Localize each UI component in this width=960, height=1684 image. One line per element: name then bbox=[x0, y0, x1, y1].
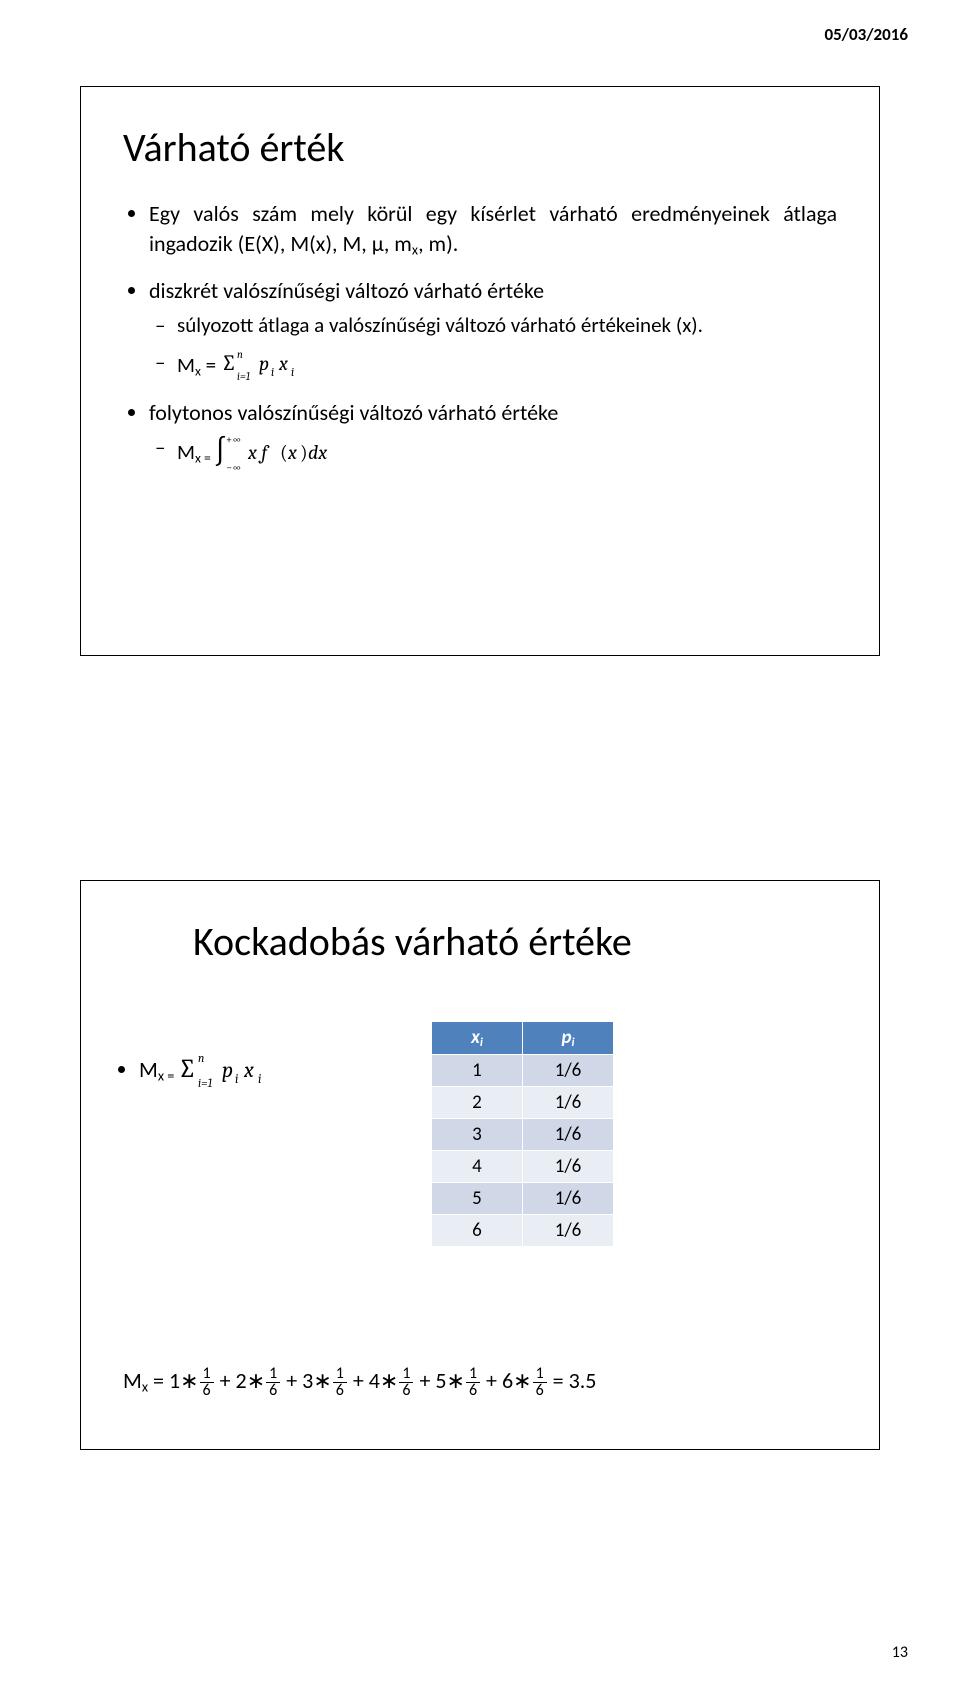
svg-text:p: p bbox=[222, 1057, 233, 1083]
svg-text:x: x bbox=[243, 1057, 254, 1083]
calc-sub: x bbox=[142, 1377, 148, 1395]
col-p: pi bbox=[523, 1022, 614, 1055]
bullet1-text: Egy valós szám mely körül egy kísérlet v… bbox=[149, 200, 837, 257]
bullet3a: Mx = ∫ +∞ −∞ x f ( x ) dx bbox=[177, 433, 837, 473]
table-row: 31/6 bbox=[432, 1119, 614, 1151]
page: 05/03/2016 Várható érték Egy valós szám … bbox=[0, 0, 960, 1684]
col2-label: p bbox=[561, 1026, 571, 1049]
svg-text:p: p bbox=[259, 352, 269, 375]
sum-formula-icon-2: ∑ n i=1 p i x i bbox=[178, 1051, 278, 1089]
cell-p: 1/6 bbox=[523, 1215, 614, 1247]
slide1-sub-3: Mx = ∫ +∞ −∞ x f ( x ) dx bbox=[149, 433, 837, 473]
col1-sub: i bbox=[480, 1035, 483, 1050]
cell-x: 6 bbox=[432, 1215, 523, 1247]
calc-line: Mx = 1∗16 + 2∗16 + 3∗16 + 4∗16 + 5∗16 + … bbox=[123, 1366, 596, 1399]
frac-5: 16 bbox=[466, 1366, 480, 1399]
table-row: 41/6 bbox=[432, 1151, 614, 1183]
col1-label: x bbox=[471, 1026, 480, 1049]
table-row: 51/6 bbox=[432, 1183, 614, 1215]
svg-text:∫: ∫ bbox=[214, 434, 227, 469]
mx-eq: = bbox=[164, 1067, 178, 1085]
svg-text:i: i bbox=[271, 365, 274, 379]
svg-text:x: x bbox=[278, 352, 288, 375]
calc-result: = 3.5 bbox=[553, 1367, 597, 1394]
slide1-bullet-3: folytonos valószínűségi változó várható … bbox=[149, 398, 837, 474]
slide1-title: Várható érték bbox=[123, 125, 837, 171]
integral-formula-icon: ∫ +∞ −∞ x f ( x ) dx bbox=[214, 433, 354, 473]
table-header-row: xi pi bbox=[432, 1022, 614, 1055]
slide2-title: Kockadobás várható értéke bbox=[193, 919, 837, 965]
term-6: 6 bbox=[502, 1367, 513, 1394]
svg-text:i=1: i=1 bbox=[237, 370, 250, 382]
svg-text:dx: dx bbox=[308, 441, 327, 464]
sum-formula-icon: ∑ n i=1 p i x i bbox=[221, 348, 311, 382]
table-row: 61/6 bbox=[432, 1215, 614, 1247]
svg-text:i=1: i=1 bbox=[198, 1076, 213, 1089]
term-3: 3 bbox=[302, 1367, 313, 1394]
cell-x: 5 bbox=[432, 1183, 523, 1215]
cell-p: 1/6 bbox=[523, 1119, 614, 1151]
svg-text:(: ( bbox=[280, 441, 288, 464]
svg-text:−∞: −∞ bbox=[226, 461, 241, 473]
calc-lead: = bbox=[153, 1367, 169, 1394]
slide2-mx-bullet: Mx = ∑ n i=1 p i x i bbox=[113, 1051, 278, 1105]
table-row: 11/6 bbox=[432, 1055, 614, 1087]
frac-1: 16 bbox=[200, 1366, 214, 1399]
term-2: 2 bbox=[236, 1367, 247, 1394]
probability-table: xi pi 11/6 21/6 31/6 41/6 51/6 61/6 bbox=[431, 1021, 614, 1247]
bullet2-text: diszkrét valószínűségi változó várható é… bbox=[149, 277, 544, 304]
bullet3-text: folytonos valószínűségi változó várható … bbox=[149, 399, 558, 426]
page-number: 13 bbox=[892, 1643, 908, 1662]
page-date: 05/03/2016 bbox=[824, 24, 908, 45]
term-1: 1 bbox=[169, 1367, 180, 1394]
svg-text:i: i bbox=[291, 365, 294, 379]
cell-x: 2 bbox=[432, 1087, 523, 1119]
svg-text:x f: x f bbox=[247, 441, 270, 464]
frac-6: 16 bbox=[533, 1366, 547, 1399]
svg-text:): ) bbox=[300, 441, 308, 464]
term-4: 4 bbox=[369, 1367, 380, 1394]
svg-text:n: n bbox=[198, 1051, 204, 1065]
table-row: 21/6 bbox=[432, 1087, 614, 1119]
svg-text:n: n bbox=[237, 348, 243, 361]
cell-p: 1/6 bbox=[523, 1183, 614, 1215]
slide-dice-expected-value: Kockadobás várható értéke Mx = ∑ n i=1 p… bbox=[80, 880, 880, 1450]
frac-4: 16 bbox=[399, 1366, 413, 1399]
bullet2b: Mx = ∑ n i=1 p i x i bbox=[177, 348, 837, 382]
cell-p: 1/6 bbox=[523, 1151, 614, 1183]
svg-text:+∞: +∞ bbox=[226, 433, 241, 446]
svg-text:∑: ∑ bbox=[178, 1054, 196, 1084]
bullet2a: súlyozott átlaga a valószínűségi változó… bbox=[177, 311, 837, 339]
calc-prefix: M bbox=[123, 1367, 142, 1394]
slide-expected-value: Várható érték Egy valós szám mely körül … bbox=[80, 86, 880, 656]
svg-text:i: i bbox=[258, 1072, 261, 1087]
svg-text:x: x bbox=[287, 441, 297, 464]
slide1-bullets: Egy valós szám mely körül egy kísérlet v… bbox=[123, 199, 837, 473]
col2-sub: i bbox=[571, 1035, 574, 1050]
bullet2b-eq: = bbox=[201, 352, 221, 378]
slide2-mx: Mx = ∑ n i=1 p i x i bbox=[139, 1051, 278, 1089]
slide1-bullet-2: diszkrét valószínűségi változó várható é… bbox=[149, 276, 837, 382]
slide1-bullet-1: Egy valós szám mely körül egy kísérlet v… bbox=[149, 199, 837, 260]
col-x: xi bbox=[432, 1022, 523, 1055]
cell-x: 1 bbox=[432, 1055, 523, 1087]
svg-text:∑: ∑ bbox=[221, 350, 237, 376]
cell-x: 3 bbox=[432, 1119, 523, 1151]
term-5: 5 bbox=[435, 1367, 446, 1394]
slide1-sub-2: súlyozott átlaga a valószínűségi változó… bbox=[149, 311, 837, 381]
bullet3a-eq-sub: = bbox=[201, 450, 214, 467]
cell-x: 4 bbox=[432, 1151, 523, 1183]
frac-3: 16 bbox=[333, 1366, 347, 1399]
frac-2: 16 bbox=[266, 1366, 280, 1399]
bullet3a-prefix: M bbox=[177, 439, 195, 465]
bullet2b-prefix: M bbox=[177, 352, 195, 378]
cell-p: 1/6 bbox=[523, 1087, 614, 1119]
bullet1-tail: , m). bbox=[418, 230, 458, 257]
mx-prefix: M bbox=[139, 1056, 158, 1083]
svg-text:i: i bbox=[235, 1072, 238, 1087]
cell-p: 1/6 bbox=[523, 1055, 614, 1087]
